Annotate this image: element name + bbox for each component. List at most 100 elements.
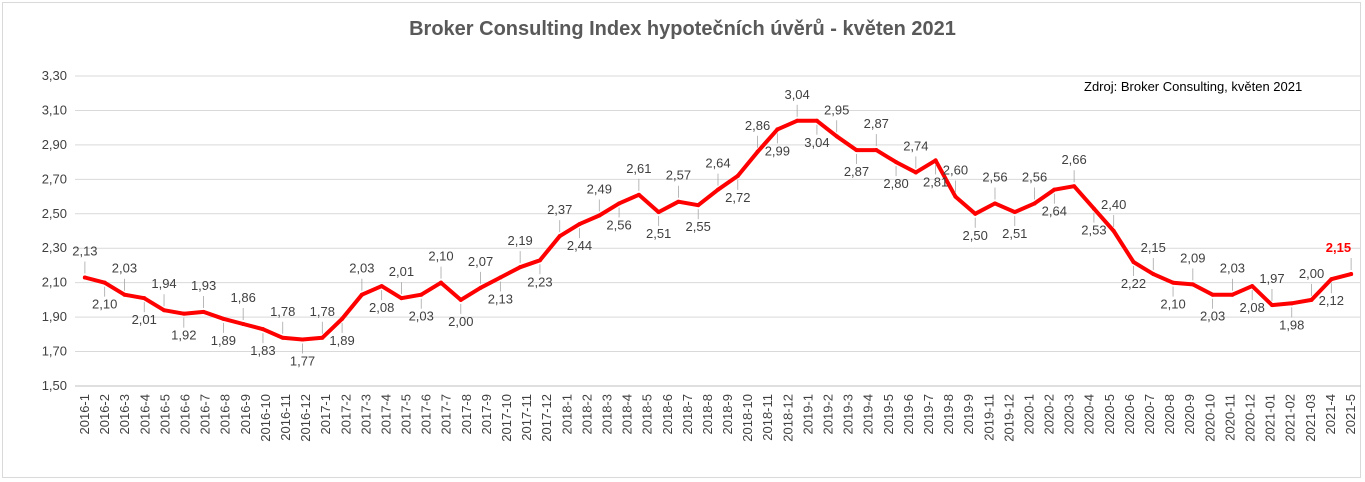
data-label: 1,97 [1259, 271, 1284, 286]
data-point [1230, 292, 1235, 297]
data-point [1111, 229, 1116, 233]
y-tick-label: 3,30 [42, 68, 67, 83]
data-point [478, 285, 483, 290]
x-tick-label: 2019-9 [961, 394, 976, 434]
x-tick-label: 2017-2 [338, 394, 353, 434]
data-point [854, 148, 859, 153]
data-point [181, 311, 186, 316]
x-tick-label: 2020-5 [1102, 394, 1117, 434]
x-tick-label: 2016-4 [137, 394, 152, 434]
data-point [300, 337, 305, 342]
data-point [1349, 272, 1354, 277]
data-point [636, 192, 641, 197]
data-label: 2,51 [646, 226, 671, 241]
data-point [280, 335, 285, 340]
data-point [1091, 206, 1096, 211]
data-point [656, 210, 661, 215]
y-tick-label: 1,90 [42, 309, 67, 324]
y-tick-label: 2,70 [42, 171, 67, 186]
y-tick-label: 3,10 [42, 102, 67, 117]
data-label: 2,61 [626, 161, 651, 176]
data-label: 1,78 [310, 304, 335, 319]
data-label: 2,10 [92, 297, 117, 312]
data-point [775, 127, 780, 132]
data-point [82, 275, 87, 280]
data-point [241, 322, 246, 326]
data-point [874, 148, 879, 153]
x-tick-label: 2020-6 [1122, 394, 1137, 434]
x-tick-label: 2018-7 [680, 394, 695, 434]
data-point [399, 296, 404, 301]
x-tick-label: 2018-4 [620, 394, 635, 434]
series-index [82, 118, 1354, 342]
x-tick-label: 2018-2 [579, 394, 594, 434]
x-tick-label: 2016-12 [298, 394, 313, 442]
data-label: 2,74 [903, 138, 928, 153]
data-label: 2,09 [1180, 250, 1205, 265]
data-label: 1,98 [1279, 317, 1304, 332]
data-label: 2,80 [883, 176, 908, 191]
x-tick-label: 2017-5 [399, 394, 414, 434]
data-point [597, 213, 602, 218]
x-tick-label: 2020-2 [1042, 394, 1057, 434]
x-tick-label: 2016-2 [97, 394, 112, 434]
data-point [992, 201, 997, 206]
data-point [201, 309, 206, 314]
data-point [755, 149, 760, 154]
y-tick-label: 1,70 [42, 344, 67, 359]
data-label: 2,03 [409, 309, 434, 324]
data-point [913, 170, 918, 175]
x-tick-label: 2018-1 [559, 394, 574, 434]
data-label: 2,22 [1121, 276, 1146, 291]
y-axis: 1,50 1,70 1,90 2,10 2,30 2,50 2,70 2,90 3,10 3,30 [42, 68, 67, 393]
data-label: 2,56 [606, 217, 631, 232]
data-label: 2,56 [982, 169, 1007, 184]
x-tick-label: 2020-7 [1142, 394, 1157, 434]
x-axis: 2016-1 2016-2 2016-3 2016-4 2016-5 2016-6 2016… [75, 385, 1361, 442]
data-label: 2,66 [1061, 152, 1086, 167]
data-point [933, 158, 938, 163]
x-tick-label: 2019-1 [800, 394, 815, 434]
data-label: 2,15 [1141, 240, 1166, 255]
gridlines [75, 75, 1361, 387]
x-tick-label: 2018-10 [740, 394, 755, 442]
data-label: 1,78 [270, 304, 295, 319]
x-tick-label: 2019-7 [921, 394, 936, 434]
data-label: 2,87 [844, 164, 869, 179]
data-point [142, 296, 147, 301]
data-point [498, 275, 503, 280]
x-tick-label: 2019-11 [981, 394, 996, 441]
data-label: 3,04 [804, 135, 829, 150]
x-tick-label: 2020-10 [1202, 394, 1217, 442]
data-label: 2,72 [725, 190, 750, 205]
data-point [359, 292, 364, 297]
data-point [1012, 210, 1017, 215]
data-label: 2,57 [666, 168, 691, 183]
x-tick-label: 2017-8 [459, 394, 474, 434]
x-tick-label: 2018-12 [780, 394, 795, 442]
data-label: 2,03 [349, 261, 374, 276]
x-tick-label: 2018-9 [720, 394, 735, 434]
x-tick-label: 2020-9 [1182, 394, 1197, 434]
y-tick-label: 2,10 [42, 275, 67, 290]
data-point [1190, 282, 1195, 287]
x-tick-label: 2021-5 [1343, 394, 1358, 434]
x-tick-label: 2020-8 [1162, 394, 1177, 434]
data-point [1309, 297, 1314, 302]
data-label: 2,00 [1299, 266, 1324, 281]
x-tick-label: 2017-12 [539, 394, 554, 442]
data-label: 2,55 [686, 219, 711, 234]
x-tick-label: 2018-11 [760, 394, 775, 441]
x-tick-label: 2016-10 [258, 394, 273, 442]
data-label: 2,00 [448, 314, 473, 329]
data-point [340, 316, 345, 321]
x-tick-label: 2016-3 [117, 394, 132, 434]
data-point [122, 292, 127, 297]
data-point [1072, 184, 1077, 189]
data-label: 2,37 [547, 202, 572, 217]
data-label: 2,03 [1220, 261, 1245, 276]
y-tick-label: 1,50 [42, 378, 67, 393]
x-tick-label: 2018-3 [599, 394, 614, 434]
data-point [814, 118, 819, 123]
data-label: 2,87 [864, 116, 889, 131]
